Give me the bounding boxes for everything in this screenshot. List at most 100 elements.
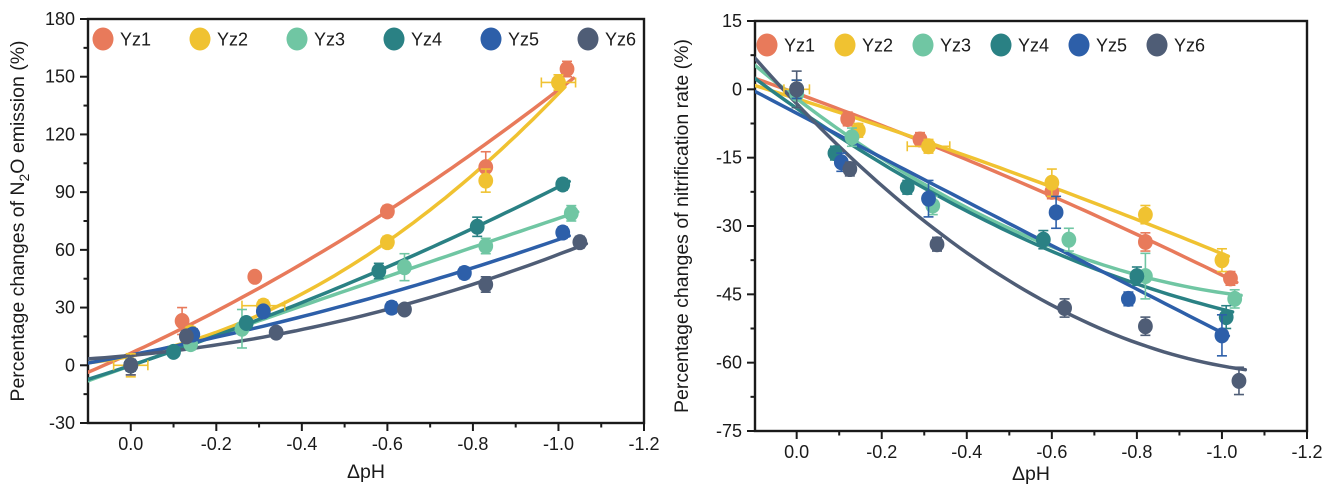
data-point-Yz3 [397, 259, 412, 276]
legend-item-Yz6: Yz6 [577, 27, 636, 51]
x-tick-label: -0.8 [457, 434, 488, 454]
data-point-Yz4 [469, 218, 485, 235]
plot-frame [753, 19, 1309, 433]
legend-marker-Yz2 [189, 27, 211, 51]
data-point-Yz6 [1137, 318, 1153, 335]
data-point-Yz1 [379, 203, 395, 220]
n2o-emission-chart-panel: 0.0 -0.2 -0.4 -0.6 -0.8 -1.0 -1.2 -30 0 30 60 90 120… [7, 9, 660, 483]
data-point-Yz5 [384, 299, 400, 316]
fit-curve-Yz1 [88, 76, 576, 375]
series-Yz5 [789, 79, 1230, 357]
data-point-Yz1 [1223, 270, 1238, 287]
nitrification-rate-chart-panel: 0.0 -0.2 -0.4 -0.6 -0.8 -1.0 -1.2 -75 -60 -45 -30-… [667, 0, 1333, 494]
x-tick-label: -0.6 [1036, 442, 1067, 462]
legend-label-Yz1: Yz1 [120, 30, 151, 50]
data-point-Yz4 [371, 263, 387, 280]
legend-marker-Yz6 [1146, 33, 1168, 57]
legend-label-Yz4: Yz4 [1018, 36, 1049, 56]
legend-item-Yz4: Yz4 [383, 27, 442, 51]
legend-label-Yz3: Yz3 [314, 30, 345, 50]
legend-item-Yz1: Yz1 [756, 33, 815, 57]
data-point-Yz5 [1048, 204, 1064, 221]
legend-label-Yz6: Yz6 [1174, 36, 1205, 56]
data-point-Yz4 [1129, 268, 1145, 285]
data-point-Yz3 [478, 238, 494, 255]
data-point-Yz5 [1214, 327, 1230, 344]
legend-label-Yz6: Yz6 [605, 30, 636, 50]
data-point-Yz6 [842, 161, 858, 178]
legend-marker-Yz4 [383, 27, 405, 51]
data-point-Yz5 [921, 190, 936, 207]
data-point-Yz6 [1057, 300, 1072, 316]
fit-curve-Yz6 [88, 241, 589, 361]
data-point-Yz4 [1035, 231, 1051, 248]
data-point-Yz2 [1137, 206, 1153, 223]
legend-label-Yz5: Yz5 [1096, 36, 1127, 56]
legend-marker-Yz4 [990, 33, 1012, 57]
fit-curve-Yz1 [755, 76, 1239, 285]
data-point-Yz6 [789, 81, 805, 98]
legend-marker-Yz1 [756, 33, 778, 57]
x-tick-label: -1.2 [1291, 442, 1322, 462]
fit-curve-Yz4 [755, 76, 1235, 314]
x-tick-label: 0.0 [784, 442, 809, 462]
data-point-Yz4 [899, 179, 915, 196]
legend-label-Yz2: Yz2 [217, 30, 248, 50]
legend-label-Yz5: Yz5 [508, 30, 539, 50]
data-point-Yz6 [123, 357, 139, 374]
y-tick-label: -30 [716, 216, 742, 236]
x-tick-label: -0.8 [1121, 442, 1152, 462]
x-tick-label: -1.2 [628, 434, 659, 454]
series-Yz5 [123, 224, 571, 374]
data-point-Yz3 [844, 129, 860, 146]
legend-label-Yz3: Yz3 [940, 36, 971, 56]
y-tick-label: 0 [65, 355, 75, 375]
y-axis-ticks: -75 -60 -45 -30 -15 0 15 [716, 11, 755, 441]
data-point-Yz2 [379, 234, 395, 251]
legend-marker-Yz1 [92, 27, 114, 51]
data-point-Yz2 [478, 172, 494, 189]
x-tick-label: 0.0 [118, 434, 143, 454]
data-point-Yz1 [1137, 233, 1153, 250]
n2o-emission-chart: 0.0 -0.2 -0.4 -0.6 -0.8 -1.0 -1.2 -30 0 30 60 90 120… [7, 9, 660, 483]
y-tick-label: -30 [49, 413, 75, 433]
nitrification-rate-chart: 0.0 -0.2 -0.4 -0.6 -0.8 -1.0 -1.2-75-60-45-30-… [671, 11, 1323, 485]
legend-label-Yz1: Yz1 [784, 36, 815, 56]
legend-item-Yz4: Yz4 [990, 33, 1049, 57]
data-point-Yz2 [1044, 174, 1060, 191]
data-point-Yz1 [559, 61, 575, 78]
data-point-Yz5 [555, 224, 571, 241]
data-point-Yz6 [929, 236, 945, 253]
data-point-Yz6 [268, 324, 284, 341]
data-point-Yz4 [238, 314, 254, 331]
y-tick-label: 60 [55, 240, 75, 260]
data-point-Yz2 [921, 138, 936, 155]
y-tick-label: -75 [716, 421, 742, 441]
x-axis-ticks: 0.0 -0.2 -0.4 -0.6 -0.8 -1.0 -1.2 [784, 431, 1323, 462]
legend-item-Yz5: Yz5 [1068, 33, 1127, 57]
y-tick-label: 90 [55, 182, 75, 202]
data-point-Yz5 [456, 264, 472, 281]
legend-marker-Yz2 [834, 33, 856, 57]
y-tick-label: 15 [722, 11, 742, 31]
plot-frame [86, 17, 646, 425]
x-tick-label: -0.2 [866, 442, 897, 462]
legend-item-Yz6: Yz6 [1146, 33, 1205, 57]
legend-label-Yz2: Yz2 [862, 36, 893, 56]
y-axis-ticks: -30 0 30 60 90 120 150 180 [45, 9, 88, 433]
series-Yz4 [123, 176, 571, 374]
fit-curve-Yz5 [755, 89, 1231, 338]
data-point-Yz1 [840, 110, 856, 127]
legend-marker-Yz3 [286, 27, 308, 51]
data-point-Yz5 [255, 303, 271, 320]
x-tick-label: -0.4 [286, 434, 317, 454]
legend-item-Yz3: Yz3 [286, 27, 345, 51]
legend-marker-Yz3 [912, 33, 934, 57]
data-point-Yz2 [1214, 252, 1230, 269]
y-axis-title: Percentage changes of N2O emission (%) [7, 40, 32, 401]
legend-label-Yz4: Yz4 [411, 30, 442, 50]
fit-curve-Yz3 [755, 63, 1243, 298]
data-point-Yz1 [247, 268, 263, 285]
x-tick-label: -1.0 [1206, 442, 1237, 462]
